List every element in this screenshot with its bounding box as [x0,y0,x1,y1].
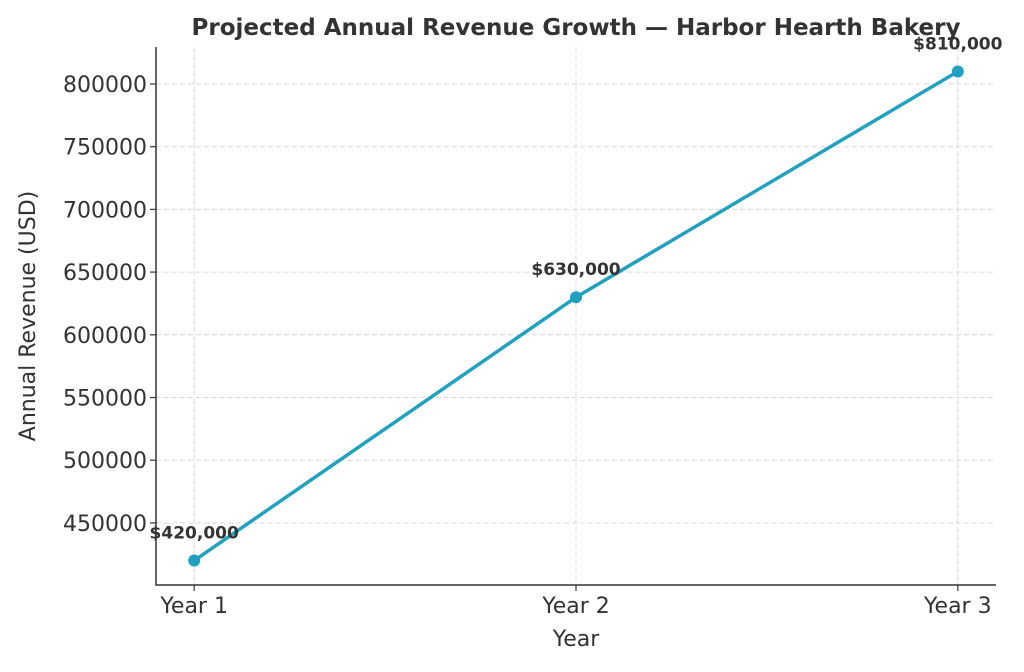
x-tick-label: Year 2 [541,594,610,619]
x-axis-ticks: Year 1 Year 2 Year 3 [159,585,992,619]
data-label: $630,000 [531,260,620,280]
y-axis-ticks: 450000 500000 550000 600000 650000 700000 7500… [63,73,156,537]
data-labels: $420,000 $630,000 $810,000 [150,34,1003,543]
data-points [188,65,964,567]
data-point [951,65,964,78]
x-tick-label: Year 3 [923,594,992,619]
y-tick-label: 800000 [63,73,147,98]
y-tick-label: 450000 [63,512,147,537]
data-label: $810,000 [913,34,1002,54]
y-tick-label: 500000 [63,449,147,474]
y-tick-label: 750000 [63,136,147,161]
x-axis-label: Year [552,627,601,652]
y-tick-label: 650000 [63,261,147,286]
data-label: $420,000 [150,524,239,544]
axes-spines [155,47,996,586]
grid [156,47,996,585]
chart-title: Projected Annual Revenue Growth — Harbor… [192,15,961,41]
y-tick-label: 700000 [63,198,147,223]
data-point [188,554,201,567]
x-tick-label: Year 1 [159,594,228,619]
y-tick-label: 550000 [63,387,147,412]
data-point [570,291,582,304]
y-tick-label: 600000 [63,324,147,349]
y-axis-label: Annual Revenue (USD) [16,191,41,441]
